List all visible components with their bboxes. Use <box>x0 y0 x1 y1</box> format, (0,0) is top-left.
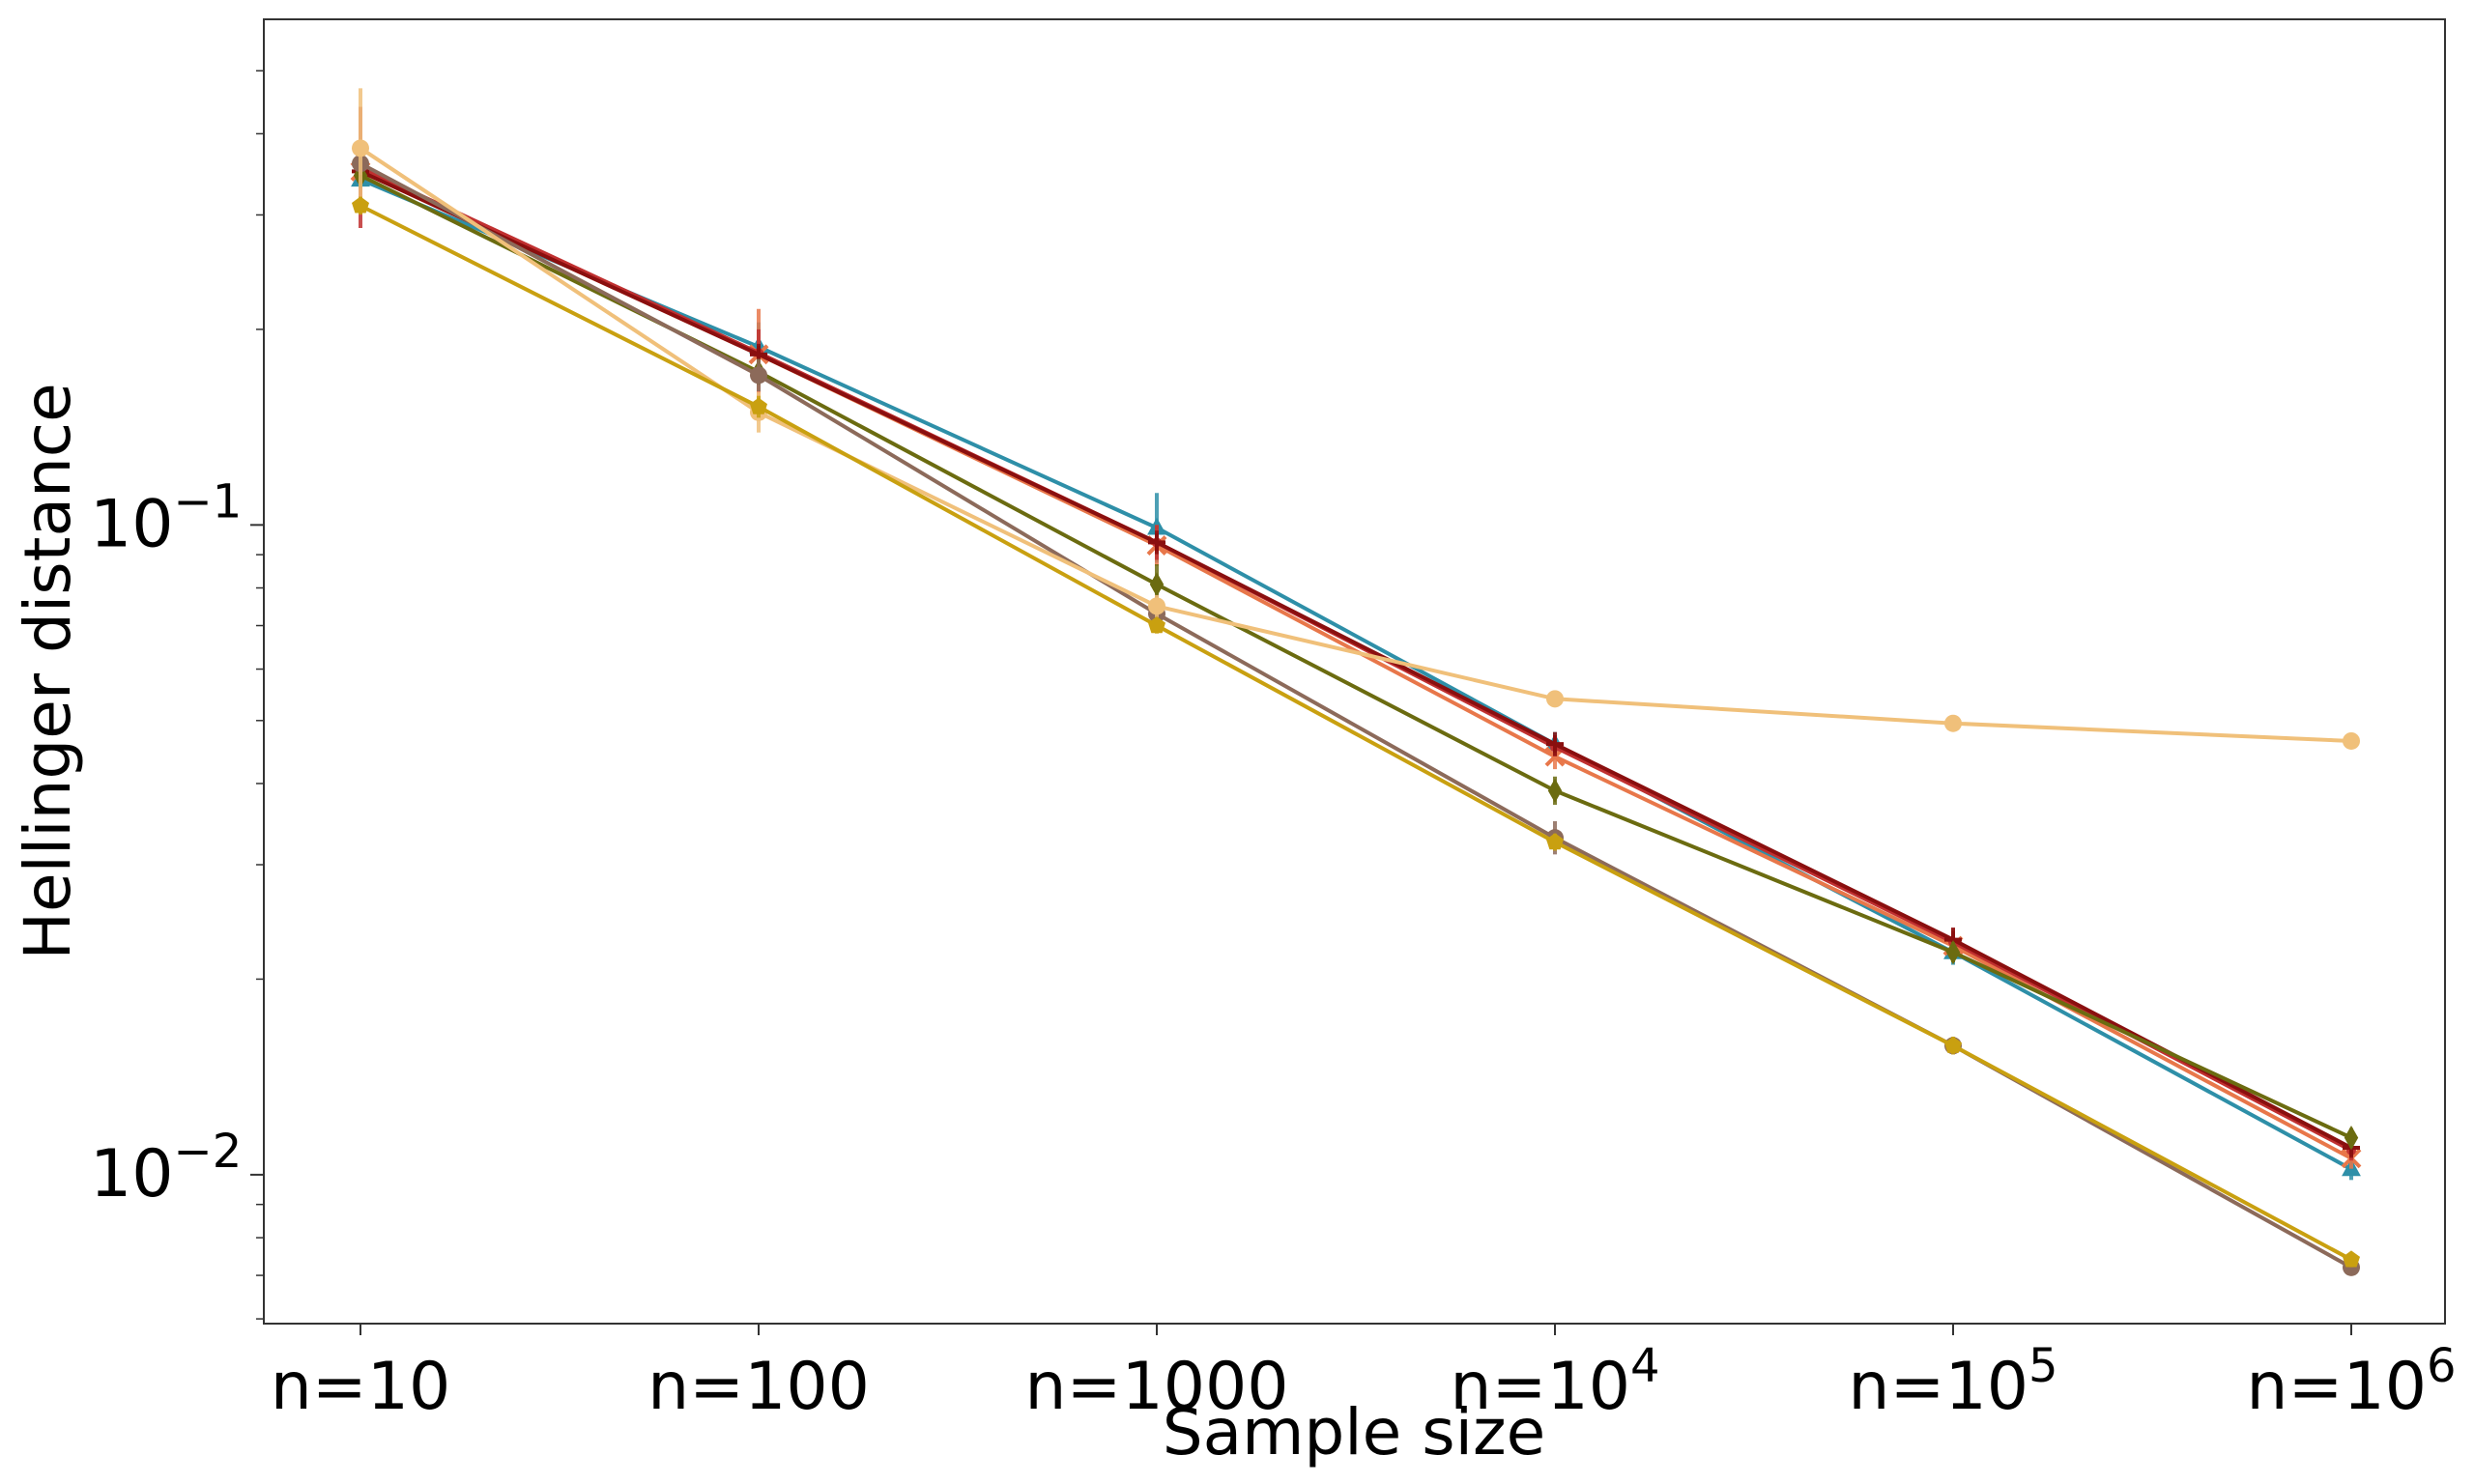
series-line <box>360 204 2352 1262</box>
data-point <box>352 196 369 214</box>
data-point <box>1944 1036 1962 1053</box>
plot-area-frame <box>263 18 2446 1325</box>
y-axis-label: Hellinger distance <box>11 383 85 959</box>
series-8 <box>352 196 2360 1268</box>
series-layer <box>350 88 2362 1276</box>
data-point <box>750 366 767 385</box>
data-point <box>1148 616 1165 634</box>
x-tick-label: n=100 <box>647 1349 870 1425</box>
x-axis-label: Sample size <box>1163 1395 1545 1470</box>
data-point <box>1149 572 1165 597</box>
data-point <box>1148 533 1165 552</box>
data-point <box>1546 833 1564 850</box>
data-point <box>750 397 767 414</box>
data-point <box>1546 735 1564 754</box>
x-tick-label: n=105 <box>1848 1339 2057 1425</box>
data-point <box>2344 1126 2359 1151</box>
data-point <box>1546 690 1564 708</box>
data-point <box>1148 597 1165 615</box>
series-line <box>360 169 2352 1150</box>
data-point <box>1944 714 1962 732</box>
y-tick-label: 10−2 <box>90 1125 242 1213</box>
y-tick-label: 10−1 <box>90 474 242 562</box>
data-point <box>1547 778 1563 803</box>
x-tick-label: n=104 <box>1450 1339 1659 1425</box>
x-tick-label: n=10 <box>271 1349 451 1425</box>
axis-layer: n=10 n=100 n=1000 n=104 n=105 n=106 10−1 10−2 <box>90 70 2457 1425</box>
data-point <box>2343 1250 2360 1268</box>
data-point <box>1945 939 1961 965</box>
x-tick-label: n=1000 <box>1024 1349 1288 1425</box>
series-line <box>359 146 2352 743</box>
x-tick-label: n=106 <box>2246 1339 2456 1425</box>
data-point <box>2343 731 2360 750</box>
data-point <box>352 139 369 157</box>
series-line <box>360 178 2352 1171</box>
